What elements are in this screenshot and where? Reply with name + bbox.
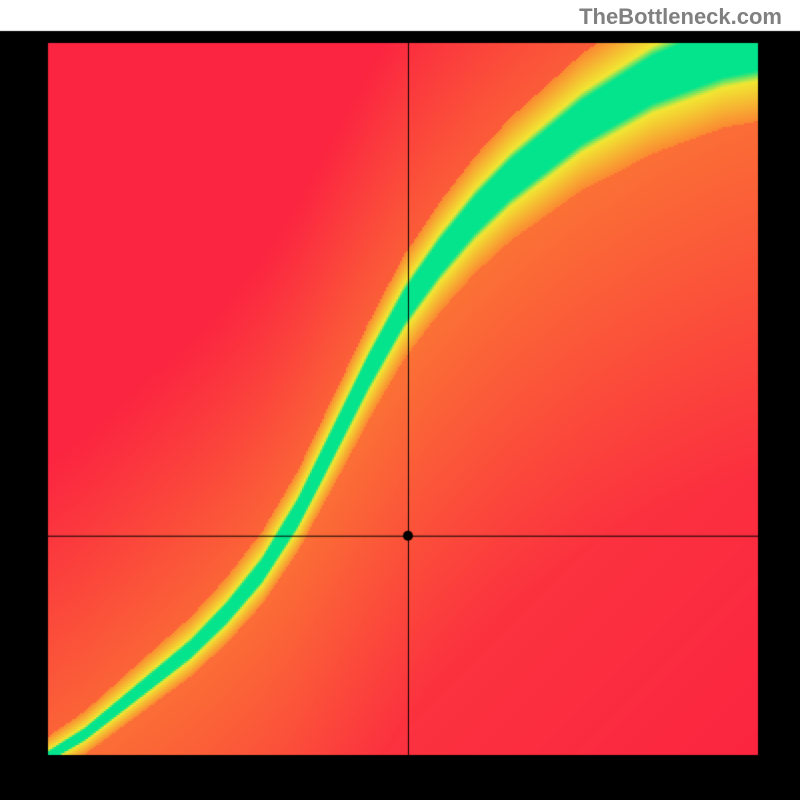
chart-container: TheBottleneck.com [0,0,800,800]
heatmap-canvas [0,0,800,800]
watermark-text: TheBottleneck.com [579,4,782,30]
